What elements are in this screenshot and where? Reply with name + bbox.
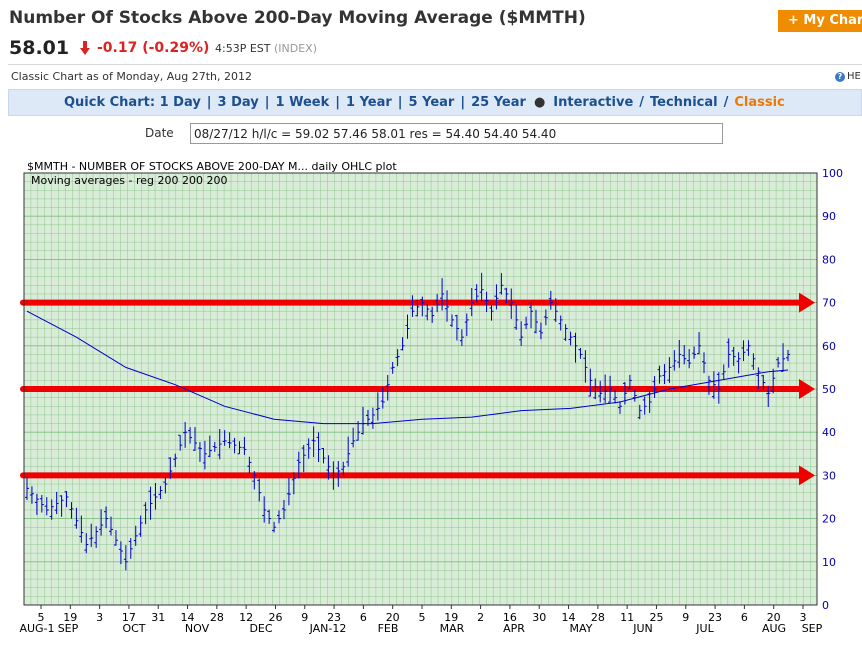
x-day-label: 28 [591, 611, 605, 624]
x-axis: 5 19 3 17 31 14 28 12 26 9 23 6 20 5 19 2 16 30 14 28 11 25 9 2… [19, 605, 823, 635]
help-link[interactable]: ? HE [835, 71, 861, 82]
x-day-label: 14 [562, 611, 576, 624]
x-day-label: 19 [63, 611, 77, 624]
x-month-label: JAN-12 [309, 622, 347, 635]
y-tick-label: 20 [822, 513, 836, 526]
arrow-head-icon [799, 292, 815, 313]
quick-chart-1-day[interactable]: 1 Day [159, 95, 201, 110]
x-day-label: 6 [741, 611, 748, 624]
x-month-label: DEC [249, 622, 272, 635]
x-day-label: 31 [151, 611, 165, 624]
x-month-label: APR [503, 622, 525, 635]
y-tick-label: 10 [822, 556, 836, 569]
x-day-label: 5 [38, 611, 45, 624]
interactive-link[interactable]: Interactive [553, 95, 634, 110]
chart-subtitle: Moving averages - reg 200 200 200 [31, 174, 227, 187]
x-day-label: 2 [477, 611, 484, 624]
x-month-label: MAR [440, 622, 465, 635]
x-month-label: FEB [378, 622, 399, 635]
technical-link[interactable]: Technical [650, 95, 718, 110]
quick-chart-1-week[interactable]: 1 Week [275, 95, 330, 110]
y-tick-label: 70 [822, 297, 836, 310]
x-day-label: 17 [122, 611, 136, 624]
quick-chart-label: Quick Chart: [64, 95, 156, 110]
x-day-label: 3 [96, 611, 103, 624]
y-tick-label: 50 [822, 383, 836, 396]
price-change: -0.17 (-0.29%) [97, 40, 210, 56]
x-month-label: NOV [185, 622, 210, 635]
x-day-label: 20 [767, 611, 781, 624]
y-axis: 0 10 20 30 40 50 60 70 80 90 100 [822, 167, 843, 612]
divider [8, 64, 862, 65]
y-tick-label: 90 [822, 210, 836, 223]
exchange-label: (INDEX) [273, 42, 317, 55]
date-label: Date [145, 126, 174, 140]
quote-time-text: 4:53P EST [215, 42, 271, 55]
x-day-label: 3 [800, 611, 807, 624]
x-month-label: AUG [762, 622, 786, 635]
down-arrow-icon [80, 41, 90, 55]
quick-chart-1-year[interactable]: 1 Year [346, 95, 392, 110]
moving-average-line [26, 310, 789, 425]
ohlc-bars [25, 272, 790, 571]
x-day-label: 9 [682, 611, 689, 624]
last-price: 58.01 [9, 37, 70, 59]
quick-chart-3-day[interactable]: 3 Day [217, 95, 259, 110]
y-tick-label: 60 [822, 340, 836, 353]
x-day-label: 16 [503, 611, 517, 624]
x-day-label: 6 [360, 611, 367, 624]
plot-frame [23, 172, 818, 606]
y-tick-label: 30 [822, 469, 836, 482]
x-day-label: 26 [268, 611, 282, 624]
date-readout-field[interactable] [190, 123, 723, 144]
x-day-label: 11 [620, 611, 634, 624]
x-month-label: JUL [695, 622, 714, 635]
arrow-head-icon [799, 379, 815, 399]
x-month-label: SEP [802, 622, 823, 635]
x-day-label: 28 [210, 611, 224, 624]
y-tick-label: 100 [822, 167, 843, 180]
x-month-label: SEP [58, 622, 79, 635]
x-day-label: 14 [181, 611, 195, 624]
x-day-label: 9 [301, 611, 308, 624]
x-day-label: 20 [386, 611, 400, 624]
quote-time: 4:53P EST (INDEX) [215, 42, 317, 55]
arrow-head-icon [799, 465, 815, 486]
x-day-label: 30 [532, 611, 546, 624]
x-month-label: MAY [570, 622, 593, 635]
x-day-label: 25 [649, 611, 663, 624]
my-chart-button[interactable]: + My Chart [778, 10, 862, 32]
y-tick-label: 40 [822, 426, 836, 439]
x-day-label: 23 [708, 611, 722, 624]
help-label: HE [847, 71, 861, 82]
page-title: Number Of Stocks Above 200-Day Moving Av… [9, 8, 586, 28]
help-icon: ? [835, 72, 845, 82]
x-month-label: AUG-1 [19, 622, 54, 635]
chart-title: $MMTH - NUMBER OF STOCKS ABOVE 200-DAY M… [27, 160, 397, 173]
y-tick-label: 0 [822, 599, 829, 612]
x-day-label: 23 [327, 611, 341, 624]
x-day-label: 5 [419, 611, 426, 624]
quick-chart-5-year[interactable]: 5 Year [408, 95, 455, 110]
classic-link[interactable]: Classic [734, 95, 785, 110]
x-day-label: 19 [444, 611, 458, 624]
x-month-label: OCT [122, 622, 145, 635]
ohlc-chart: $MMTH - NUMBER OF STOCKS ABOVE 200-DAY M… [19, 160, 843, 635]
classic-chart-caption: Classic Chart as of Monday, Aug 27th, 20… [11, 70, 252, 83]
horizontal-arrows [20, 292, 815, 486]
y-tick-label: 80 [822, 253, 836, 266]
x-day-label: 12 [239, 611, 253, 624]
quick-chart-bar: Quick Chart: 1 Day | 3 Day | 1 Week | 1 Year | 5… [8, 89, 862, 116]
quick-chart-25-year[interactable]: 25 Year [471, 95, 526, 110]
x-month-label: JUN [632, 622, 653, 635]
